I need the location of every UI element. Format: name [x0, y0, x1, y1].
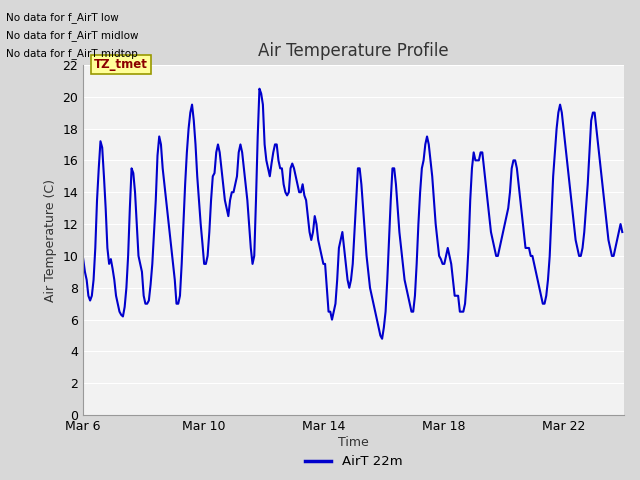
- Legend: AirT 22m: AirT 22m: [300, 450, 408, 473]
- Title: Air Temperature Profile: Air Temperature Profile: [259, 42, 449, 60]
- Text: No data for f_AirT low: No data for f_AirT low: [6, 12, 119, 23]
- Text: No data for f_AirT midtop: No data for f_AirT midtop: [6, 48, 138, 60]
- Y-axis label: Air Temperature (C): Air Temperature (C): [44, 179, 57, 301]
- Text: No data for f_AirT midlow: No data for f_AirT midlow: [6, 30, 139, 41]
- X-axis label: Time: Time: [338, 436, 369, 449]
- Text: TZ_tmet: TZ_tmet: [94, 58, 148, 71]
